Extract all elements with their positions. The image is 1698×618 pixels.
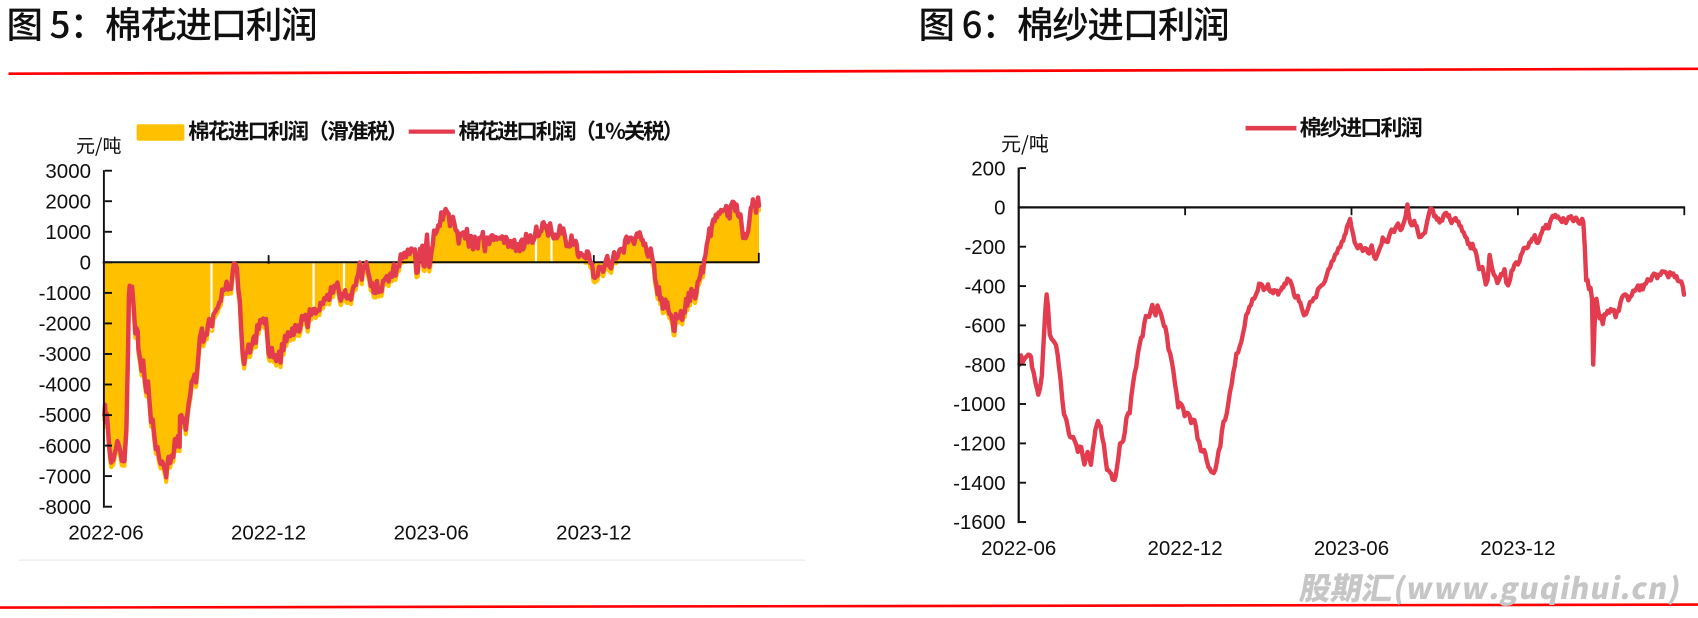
svg-text:-400: -400 xyxy=(964,275,1005,298)
svg-text:0: 0 xyxy=(994,197,1005,220)
svg-text:-3000: -3000 xyxy=(39,343,91,366)
svg-text:2023-12: 2023-12 xyxy=(1480,537,1555,560)
svg-text:1000: 1000 xyxy=(45,221,91,244)
svg-text:-1600: -1600 xyxy=(953,511,1005,534)
svg-text:-1400: -1400 xyxy=(953,472,1005,495)
svg-text:3000: 3000 xyxy=(45,160,91,183)
svg-text:-6000: -6000 xyxy=(39,435,91,458)
svg-text:-1200: -1200 xyxy=(953,433,1005,456)
svg-text:-1000: -1000 xyxy=(953,393,1005,416)
svg-text:-5000: -5000 xyxy=(39,404,91,427)
svg-text:2022-12: 2022-12 xyxy=(1147,537,1222,560)
svg-text:2023-06: 2023-06 xyxy=(1314,537,1389,560)
svg-text:0: 0 xyxy=(80,252,91,275)
svg-text:-7000: -7000 xyxy=(39,465,91,488)
svg-text:-800: -800 xyxy=(964,354,1005,377)
svg-text:2023-06: 2023-06 xyxy=(394,522,469,545)
svg-text:2000: 2000 xyxy=(45,190,91,213)
svg-text:2022-06: 2022-06 xyxy=(981,537,1056,560)
svg-text:-8000: -8000 xyxy=(39,496,91,519)
svg-text:2022-06: 2022-06 xyxy=(68,522,143,545)
svg-text:-600: -600 xyxy=(964,315,1005,338)
svg-text:-4000: -4000 xyxy=(39,374,91,397)
svg-text:2023-12: 2023-12 xyxy=(556,522,631,545)
svg-text:2022-12: 2022-12 xyxy=(231,522,306,545)
svg-text:-200: -200 xyxy=(964,236,1005,259)
svg-text:-2000: -2000 xyxy=(39,313,91,336)
svg-text:-1000: -1000 xyxy=(39,282,91,305)
svg-text:200: 200 xyxy=(971,157,1005,180)
